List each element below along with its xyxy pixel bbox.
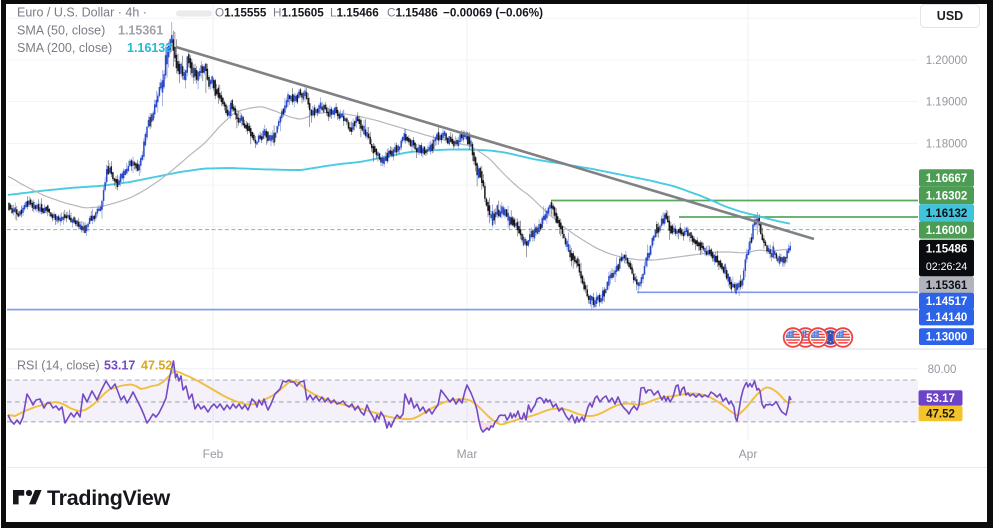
svg-text:1.15486: 1.15486 — [926, 244, 968, 256]
svg-text:1.15361: 1.15361 — [926, 280, 968, 292]
svg-text:O1.15555: O1.15555 — [215, 7, 267, 20]
svg-text:1.18000: 1.18000 — [926, 138, 968, 150]
svg-text:47.52: 47.52 — [141, 359, 172, 373]
svg-text:C1.15486: C1.15486 — [387, 7, 438, 20]
svg-text:53.17: 53.17 — [104, 359, 135, 373]
svg-text:Euro / U.S. Dollar · 4h ·: Euro / U.S. Dollar · 4h · — [17, 6, 147, 20]
svg-text:47.52: 47.52 — [926, 409, 955, 421]
svg-text:Feb: Feb — [203, 447, 224, 461]
svg-text:80.00: 80.00 — [928, 364, 957, 376]
svg-text:1.16302: 1.16302 — [926, 191, 968, 203]
svg-text:1.14140: 1.14140 — [926, 312, 968, 324]
svg-text:SMA (200, close): SMA (200, close) — [17, 41, 112, 55]
svg-text:1.14517: 1.14517 — [926, 296, 968, 308]
svg-text:1.13000: 1.13000 — [926, 332, 968, 344]
svg-text:TradingView: TradingView — [47, 486, 171, 510]
svg-text:RSI (14, close): RSI (14, close) — [17, 359, 100, 373]
svg-text:1.20000: 1.20000 — [926, 55, 968, 67]
svg-text:1.19000: 1.19000 — [926, 97, 968, 109]
svg-text:L1.15466: L1.15466 — [330, 7, 379, 20]
svg-text:H1.15605: H1.15605 — [273, 7, 324, 20]
svg-text:02:26:24: 02:26:24 — [926, 261, 967, 273]
svg-text:1.16667: 1.16667 — [926, 173, 968, 185]
svg-text:−0.00069 (−0.06%): −0.00069 (−0.06%) — [443, 7, 543, 20]
svg-text:USD: USD — [937, 9, 963, 23]
svg-text:SMA (50, close): SMA (50, close) — [17, 24, 105, 38]
svg-text:53.17: 53.17 — [926, 393, 955, 405]
svg-text:1.16132: 1.16132 — [926, 208, 968, 220]
svg-text:1.16000: 1.16000 — [926, 225, 968, 237]
svg-text:1.15361: 1.15361 — [118, 24, 163, 38]
svg-text:1.16132: 1.16132 — [127, 41, 172, 55]
svg-text:Mar: Mar — [457, 447, 478, 461]
svg-text:Apr: Apr — [739, 447, 758, 461]
